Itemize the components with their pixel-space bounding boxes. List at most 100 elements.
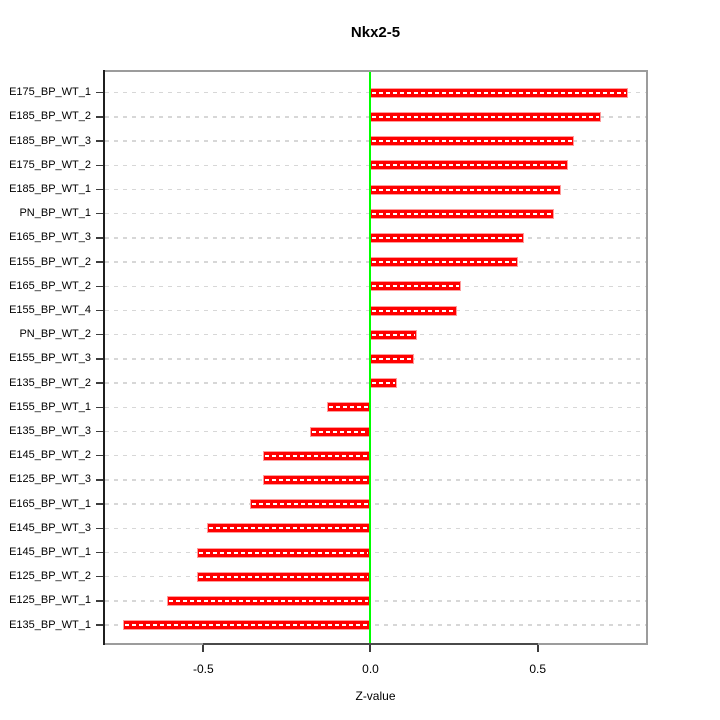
- y-tick: [96, 358, 103, 360]
- bar: [370, 87, 628, 98]
- bar: [370, 329, 418, 340]
- bar-centerline: [372, 140, 573, 143]
- y-tick: [96, 600, 103, 602]
- y-tick: [96, 479, 103, 481]
- gridline: [105, 624, 646, 626]
- bar: [370, 184, 562, 195]
- bar: [196, 571, 371, 582]
- bar-centerline: [372, 164, 566, 167]
- bar: [370, 136, 575, 147]
- y-tick: [96, 527, 103, 530]
- x-tick: [369, 645, 372, 652]
- bar: [370, 353, 414, 364]
- gridline: [105, 503, 646, 505]
- category-label: E185_BP_WT_2: [9, 110, 91, 123]
- bar: [370, 378, 398, 389]
- x-tick: [202, 645, 205, 652]
- category-label: E135_BP_WT_3: [9, 425, 91, 437]
- category-label: E175_BP_WT_1: [9, 86, 91, 99]
- x-tick-label: 0.5: [529, 662, 546, 676]
- bar: [206, 523, 371, 534]
- gridline: [105, 430, 646, 433]
- y-tick: [96, 406, 103, 409]
- category-label: E135_BP_WT_2: [9, 376, 91, 389]
- bar-centerline: [372, 236, 523, 239]
- y-tick: [96, 164, 103, 167]
- bar-centerline: [372, 357, 412, 360]
- category-label: E125_BP_WT_1: [9, 594, 91, 607]
- category-label: E155_BP_WT_2: [9, 255, 91, 268]
- x-tick-label: -0.5: [192, 662, 214, 676]
- bar: [370, 160, 568, 171]
- x-tick-label: 0.0: [362, 662, 379, 676]
- bar-centerline: [372, 309, 456, 312]
- y-tick: [96, 116, 103, 118]
- y-tick: [96, 575, 103, 578]
- bar: [250, 499, 371, 510]
- x-axis-title: Z-value: [355, 689, 396, 703]
- gridline: [105, 600, 646, 602]
- y-tick: [96, 430, 103, 433]
- bar: [370, 208, 555, 219]
- gridline: [105, 551, 646, 554]
- y-tick: [96, 140, 103, 142]
- bar: [370, 281, 461, 292]
- bar: [370, 111, 602, 122]
- category-label: E185_BP_WT_1: [9, 183, 91, 195]
- zero-line: [369, 72, 372, 643]
- y-tick: [96, 624, 103, 626]
- bar: [310, 426, 371, 437]
- gridline: [105, 454, 646, 457]
- y-tick: [96, 503, 103, 505]
- bar: [327, 402, 371, 413]
- category-label: E135_BP_WT_1: [9, 618, 91, 631]
- bar-centerline: [329, 406, 369, 409]
- bar-centerline: [168, 599, 369, 602]
- y-tick: [96, 333, 103, 336]
- category-label: E185_BP_WT_3: [9, 134, 91, 147]
- category-label: E145_BP_WT_1: [9, 546, 91, 558]
- y-tick: [96, 188, 103, 191]
- bar: [370, 257, 518, 268]
- category-label: E125_BP_WT_2: [9, 570, 91, 583]
- y-tick: [96, 237, 103, 239]
- bar-centerline: [372, 261, 516, 264]
- bar: [263, 450, 371, 461]
- bar-centerline: [208, 527, 369, 530]
- chart-title: Nkx2-5: [350, 24, 401, 41]
- bar-centerline: [198, 551, 369, 554]
- category-label: E145_BP_WT_2: [9, 449, 91, 462]
- gridline: [105, 527, 646, 530]
- bar-centerline: [372, 382, 396, 385]
- y-tick: [96, 212, 103, 215]
- bar-centerline: [265, 478, 369, 481]
- category-label: E125_BP_WT_3: [9, 473, 91, 486]
- bar-centerline: [372, 115, 600, 118]
- y-tick: [96, 261, 103, 263]
- bar-centerline: [372, 188, 560, 191]
- bar: [263, 474, 371, 485]
- gridline: [105, 575, 646, 578]
- y-tick: [96, 551, 103, 554]
- bar: [196, 547, 371, 558]
- category-label: E155_BP_WT_4: [9, 304, 91, 316]
- bar: [370, 305, 458, 316]
- y-tick: [96, 91, 103, 94]
- category-label: PN_BP_WT_2: [19, 328, 91, 341]
- category-label: E165_BP_WT_2: [9, 279, 91, 292]
- bar-centerline: [125, 624, 369, 627]
- y-tick: [96, 285, 103, 288]
- y-axis-line: [103, 70, 105, 645]
- category-label: E165_BP_WT_1: [9, 497, 91, 510]
- bar-centerline: [198, 575, 369, 578]
- bar-centerline: [252, 503, 369, 506]
- bar-centerline: [265, 454, 369, 457]
- gridline: [105, 406, 646, 409]
- category-label: E165_BP_WT_3: [9, 231, 91, 244]
- y-tick: [96, 382, 103, 384]
- category-label: E145_BP_WT_3: [9, 521, 91, 534]
- bar-centerline: [372, 333, 416, 336]
- bar: [123, 620, 371, 631]
- y-tick: [96, 309, 103, 312]
- bar: [166, 595, 371, 606]
